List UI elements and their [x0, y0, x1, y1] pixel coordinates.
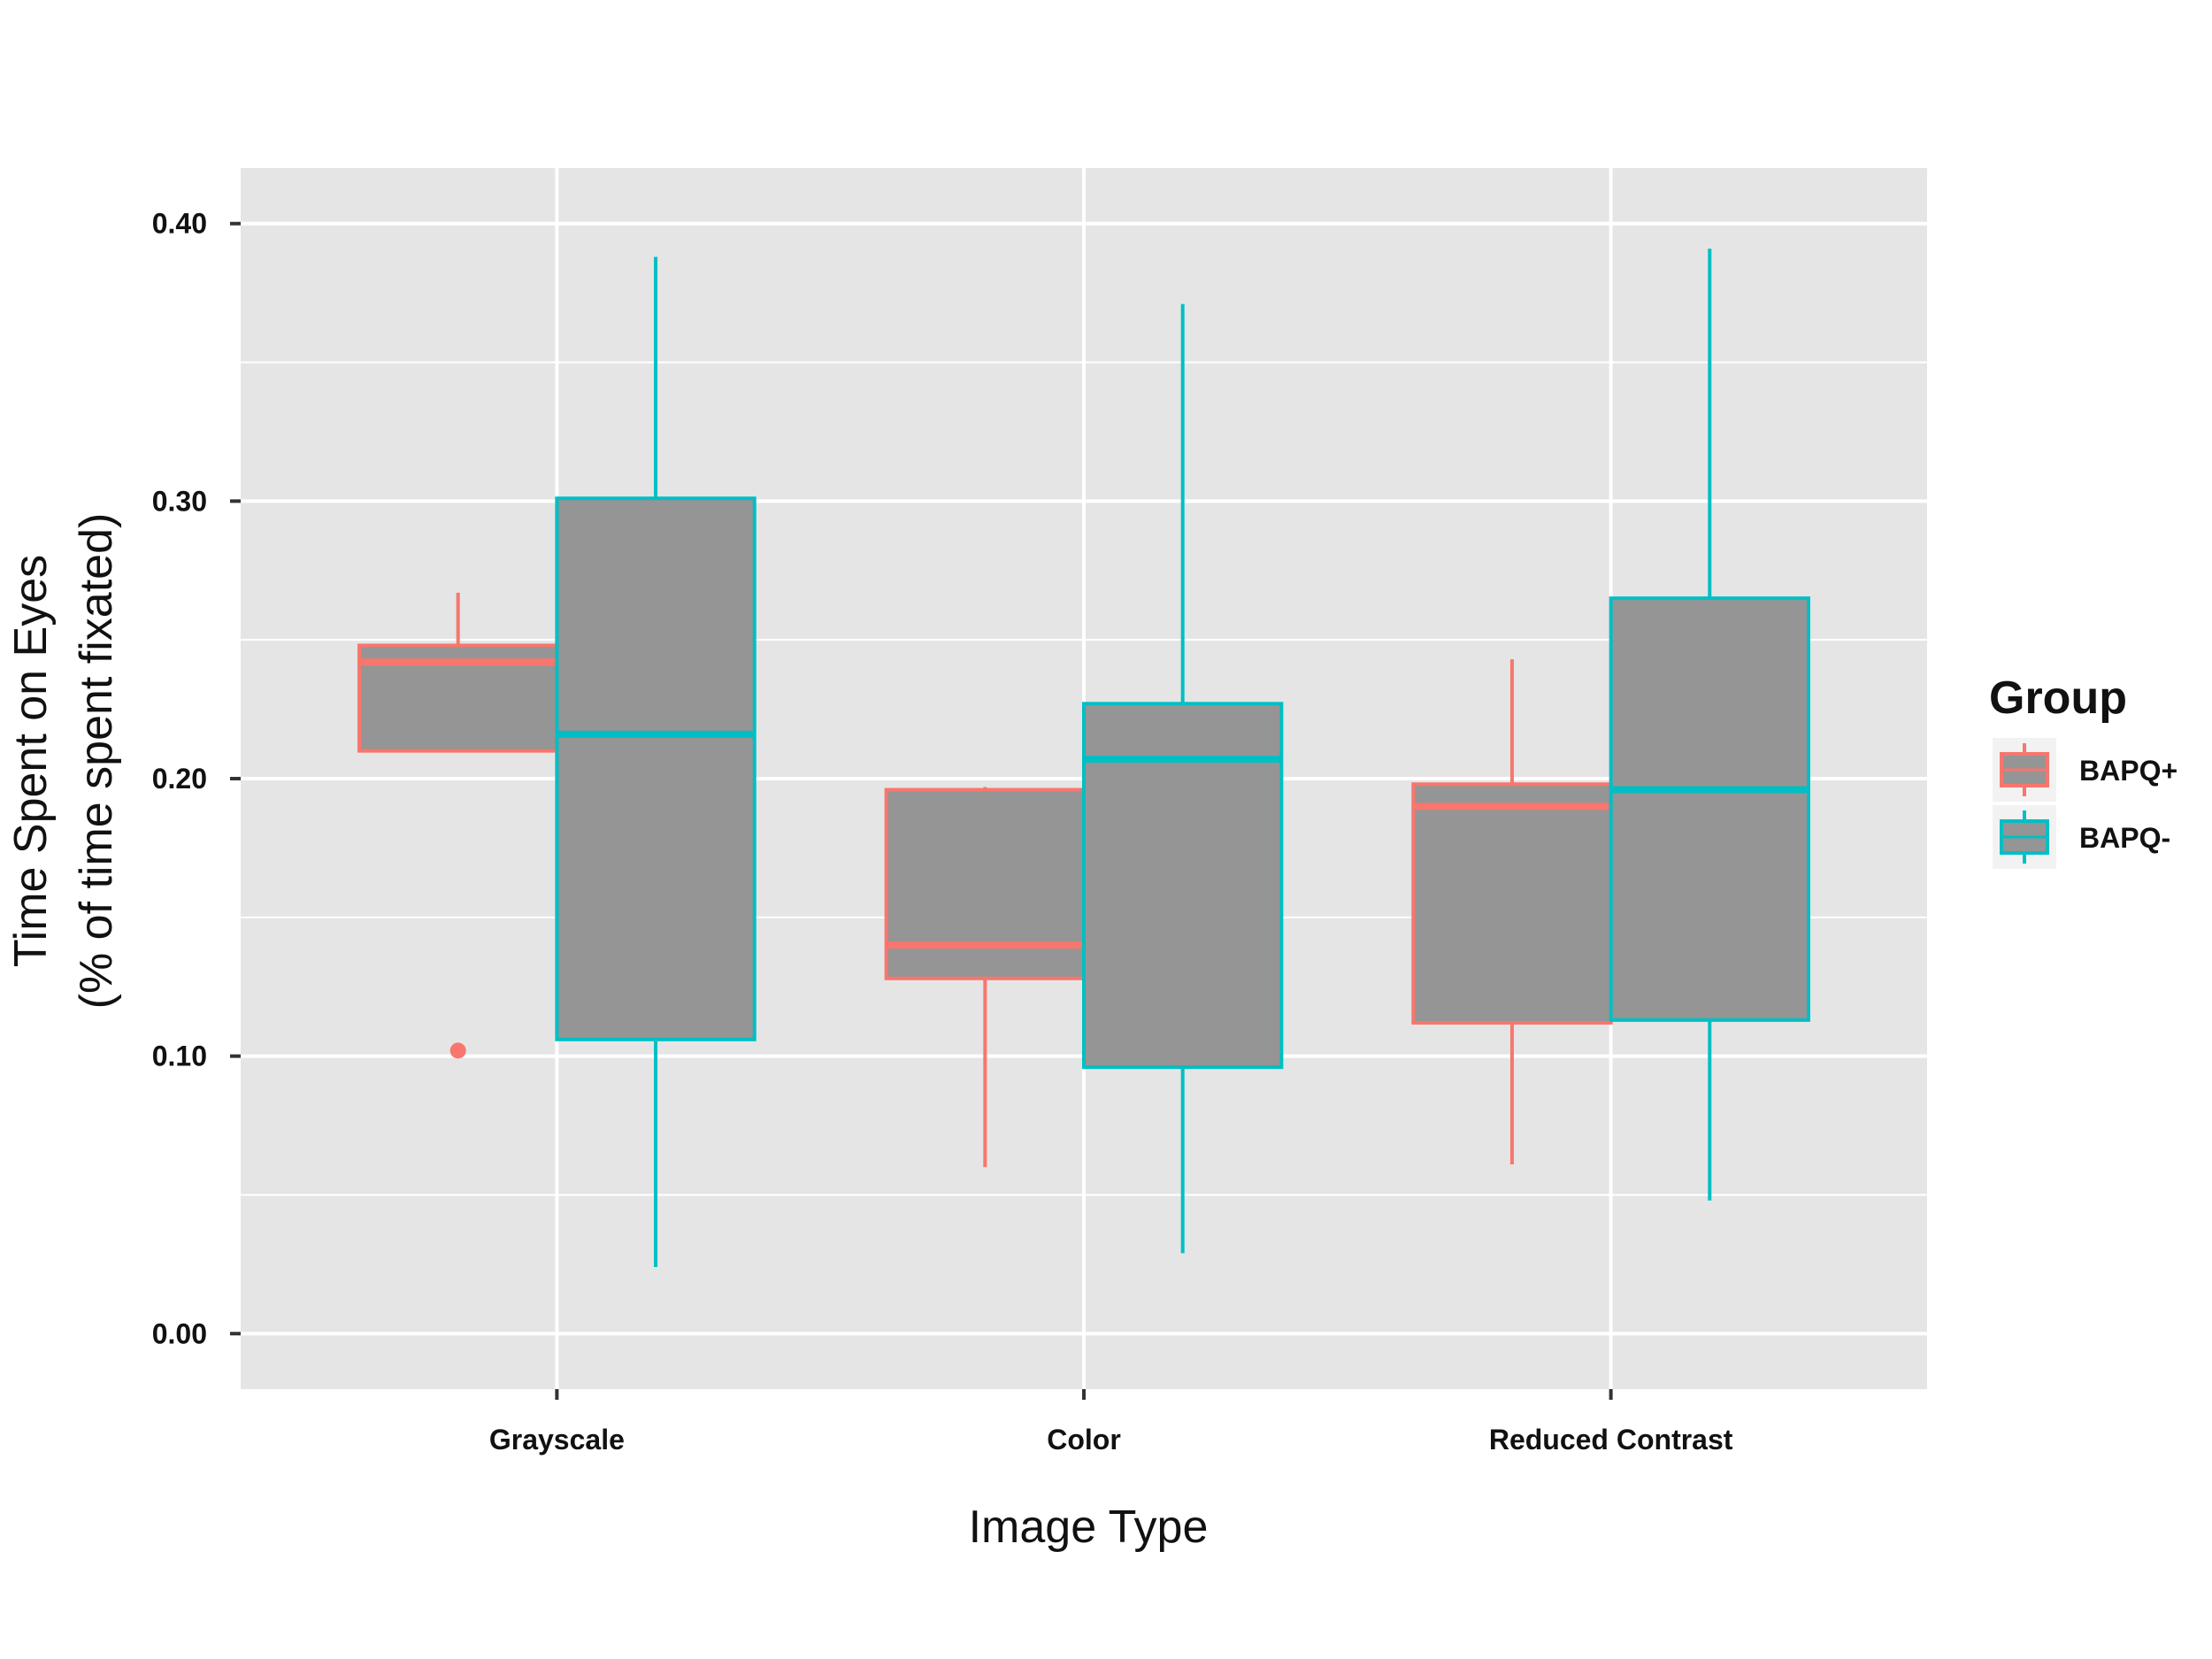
x-tick-label: Color — [1047, 1424, 1121, 1455]
box-body — [1411, 782, 1613, 1025]
y-tick-label: 0.00 — [152, 1317, 207, 1349]
box-series — [357, 248, 1810, 1267]
legend-label: BAPQ- — [2079, 822, 2170, 854]
x-tick-label: Grayscale — [489, 1424, 625, 1455]
legend: Group BAPQ+ BAPQ- — [1989, 672, 2177, 869]
series-bapq-minus — [555, 248, 1810, 1267]
box-body — [1609, 596, 1810, 1022]
box-body — [555, 496, 757, 1041]
box — [1609, 248, 1810, 1201]
box — [1411, 659, 1613, 1164]
outlier-point — [449, 1042, 466, 1059]
box — [357, 592, 559, 1059]
x-axis: Grayscale Color Reduced Contrast — [489, 1389, 1733, 1455]
y-axis-title-line2: (% of time spent fixated) — [71, 513, 122, 1010]
y-tick-label: 0.30 — [152, 485, 207, 517]
box-body — [884, 787, 1086, 980]
legend-item: BAPQ+ — [1993, 738, 2177, 802]
legend-items: BAPQ+ BAPQ- — [1993, 738, 2177, 869]
box — [1082, 303, 1284, 1254]
x-tick-label: Reduced Contrast — [1489, 1424, 1733, 1455]
box-body — [1082, 702, 1284, 1070]
y-tick-label: 0.20 — [152, 763, 207, 795]
box — [884, 787, 1086, 1168]
series-bapq-plus — [357, 592, 1613, 1168]
box — [555, 257, 757, 1267]
y-tick-label: 0.40 — [152, 208, 207, 240]
legend-item: BAPQ- — [1993, 805, 2170, 869]
legend-label: BAPQ+ — [2079, 755, 2177, 787]
legend-title: Group — [1989, 672, 2127, 724]
x-axis-title: Image Type — [969, 1502, 1209, 1553]
y-tick-label: 0.10 — [152, 1041, 207, 1072]
y-axis: 0.00 0.10 0.20 0.30 0.40 — [152, 208, 241, 1349]
y-axis-title-line1: Time Spent on Eyes — [5, 555, 57, 967]
